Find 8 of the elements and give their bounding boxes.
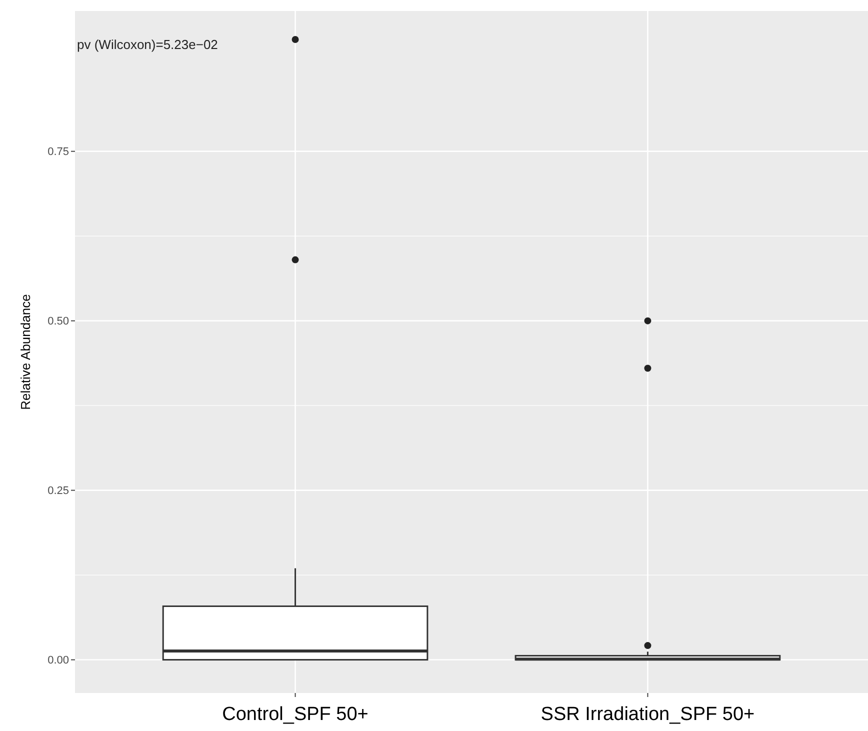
y-tick-label: 0.25 [48,485,69,498]
x-tick-label: Control_SPF 50+ [222,704,368,725]
annotation: pv (Wilcoxon)=5.23e−02 [77,37,218,52]
y-tick-label: 0.75 [48,146,69,158]
y-axis-title: Relative Abundance [18,294,33,410]
x-tick-label: SSR Irradiation_SPF 50+ [540,704,755,725]
y-tick-label: 0.50 [48,316,69,328]
y-tick-label: 0.00 [48,654,69,667]
